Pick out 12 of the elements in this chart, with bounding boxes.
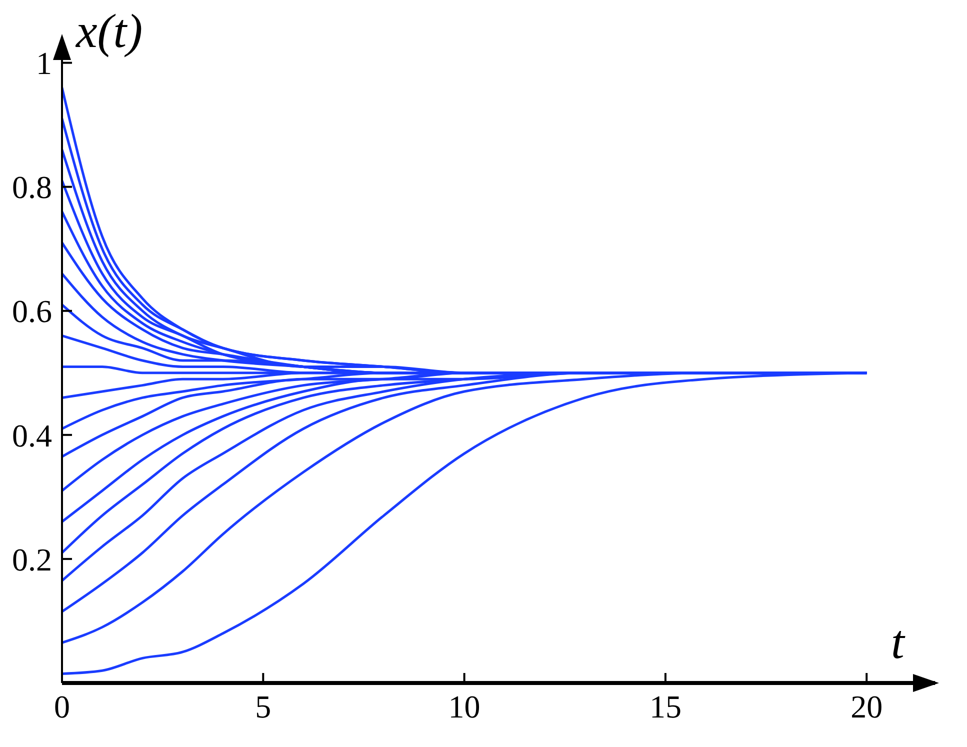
y-tick-label: 0.8 (12, 169, 52, 206)
x-axis-title: t (891, 616, 904, 669)
x-tick-label: 0 (54, 688, 70, 725)
x-tick-label: 10 (448, 688, 480, 725)
y-axis-title: x(t) (76, 5, 143, 58)
y-tick-label: 0.4 (12, 417, 52, 454)
x-tick-label: 15 (649, 688, 682, 725)
x-tick-label: 20 (850, 688, 883, 725)
y-tick-label: 0.6 (12, 293, 52, 330)
x-tick-label: 5 (255, 688, 272, 725)
y-tick-label: 0.2 (12, 541, 52, 578)
y-tick-label: 1 (36, 45, 52, 82)
